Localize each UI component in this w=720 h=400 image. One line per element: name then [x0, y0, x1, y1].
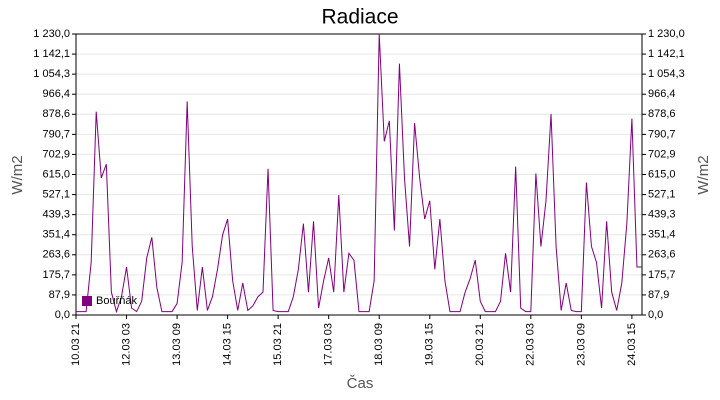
x-tick-label: 14.03 15: [222, 323, 234, 366]
data-line: [76, 33, 642, 314]
y-tick-label: 263,6: [42, 249, 70, 261]
plot-frame: [75, 33, 643, 316]
y2-tick-label: 351,4: [648, 229, 676, 241]
y2-tick-label: 527,1: [648, 188, 676, 200]
x-tick-label: 10.03 21: [70, 323, 82, 366]
y-tick-label: 878,6: [42, 108, 70, 120]
x-tick-label: 18.03 09: [373, 323, 385, 366]
x-tick-label: 13.03 09: [171, 323, 183, 366]
y-tick-label: 615,0: [42, 168, 70, 180]
y-tick-label: 87,9: [49, 289, 70, 301]
y2-tick-label: 87,9: [648, 289, 669, 301]
y-tick-label: 175,7: [42, 269, 70, 281]
legend-swatch: [82, 296, 92, 306]
y-tick-label: 527,1: [42, 188, 70, 200]
x-tick-label: 20.03 21: [474, 323, 486, 366]
x-tick-label: 15.03 21: [272, 323, 284, 366]
y2-tick-label: 966,4: [648, 88, 676, 100]
x-tick-label: 12.03 03: [120, 323, 132, 366]
y2-tick-label: 1 142,1: [648, 48, 685, 60]
x-tick-label: 22.03 03: [525, 323, 537, 366]
y-tick-label: 439,3: [42, 209, 70, 221]
y-tick-label: 1 054,3: [33, 68, 70, 80]
y-tick-label: 1 142,1: [33, 48, 70, 60]
y-tick-label: 351,4: [42, 229, 70, 241]
x-tick-label: 24.03 15: [626, 323, 638, 366]
y2-tick-label: 175,7: [648, 269, 676, 281]
chart-title: Radiace: [321, 6, 398, 29]
y-tick-label: 702,9: [42, 148, 70, 160]
y2-tick-label: 615,0: [648, 168, 676, 180]
x-tick-label: 23.03 09: [575, 323, 587, 366]
y2-tick-label: 790,7: [648, 128, 676, 140]
y2-tick-label: 0,0: [648, 309, 663, 321]
y2-tick-label: 1 054,3: [648, 68, 685, 80]
y-axis-title: W/m2: [9, 155, 26, 194]
y-tick-label: 790,7: [42, 128, 70, 140]
y2-tick-label: 702,9: [648, 148, 676, 160]
y2-axis-title: W/m2: [695, 155, 712, 194]
y-tick-label: 1 230,0: [33, 28, 70, 40]
y2-tick-label: 263,6: [648, 249, 676, 261]
y-tick-label: 0,0: [55, 309, 70, 321]
y-tick-label: 966,4: [42, 88, 70, 100]
y2-tick-label: 1 230,0: [648, 28, 685, 40]
x-tick-label: 17.03 03: [323, 323, 335, 366]
x-tick-label: 19.03 15: [424, 323, 436, 366]
x-axis-title: Čas: [347, 375, 374, 392]
legend-label: Bouřňák: [96, 295, 137, 307]
y2-tick-label: 439,3: [648, 209, 676, 221]
y2-tick-label: 878,6: [648, 108, 676, 120]
